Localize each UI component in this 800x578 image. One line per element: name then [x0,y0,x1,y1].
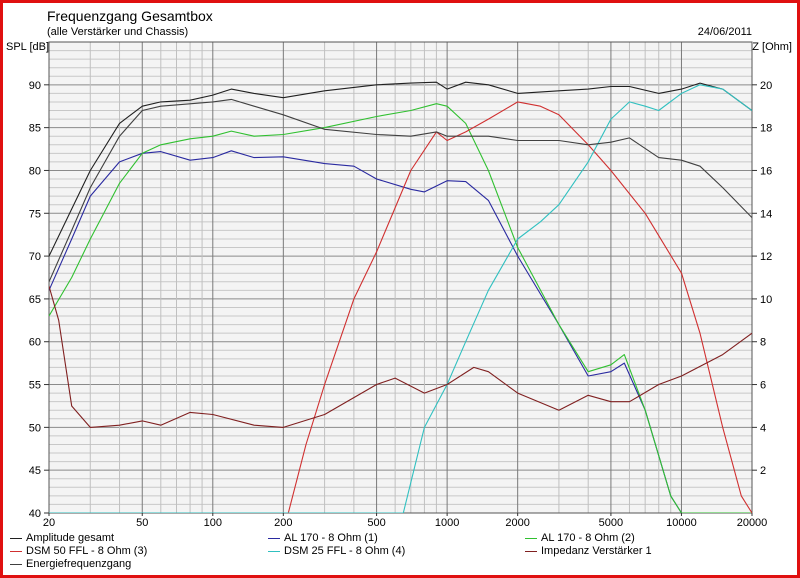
chart-subtitle: (alle Verstärker und Chassis) [47,26,189,38]
legend-swatch [268,537,280,539]
legend-label: Energiefrequenzgang [26,558,132,570]
x-tick-label: 500 [367,517,385,529]
legend-item: DSM 50 FFL - 8 Ohm (3) [10,545,147,557]
x-tick-label: 2000 [505,517,529,529]
y2-tick-label: 10 [760,294,772,306]
y-tick-label: 55 [29,380,41,392]
y2-tick-label: 18 [760,123,772,135]
y-tick-label: 90 [29,80,41,92]
y-tick-label: 75 [29,208,41,220]
legend-item: Amplitude gesamt [10,532,114,544]
legend-label: Amplitude gesamt [26,532,115,544]
series-line-dsm-25-ffl-8-ohm-4- [49,84,752,513]
legend-item: Impedanz Verstärker 1 [525,545,652,557]
legend-label: Impedanz Verstärker 1 [541,545,652,557]
x-tick-label: 10000 [666,517,697,529]
legend-item: DSM 25 FFL - 8 Ohm (4) [268,545,405,557]
legend-label: AL 170 - 8 Ohm (1) [284,532,378,544]
series-line-impedanz-verst-rker-1 [49,285,752,428]
legend-swatch [10,550,22,552]
x-tick-label: 20 [43,517,55,529]
y-tick-label: 80 [29,165,41,177]
series-line-dsm-50-ffl-8-ohm-3- [49,101,752,513]
series-line-al-170-8-ohm-2- [49,103,752,513]
x-tick-label: 100 [204,517,222,529]
y2-tick-label: 4 [760,422,766,434]
x-tick-label: 50 [136,517,148,529]
chart-title: Frequenzgang Gesamtbox [47,8,213,24]
y-tick-label: 65 [29,294,41,306]
legend-swatch [10,537,22,539]
chart-date: 24/06/2011 [697,26,752,38]
legend-label: AL 170 - 8 Ohm (2) [541,532,635,544]
series-line-amplitude-gesamt [49,81,752,257]
y2-tick-label: 14 [760,208,772,220]
legend-label: DSM 50 FFL - 8 Ohm (3) [26,545,148,557]
x-tick-label: 200 [274,517,292,529]
legend-item: AL 170 - 8 Ohm (1) [268,532,378,544]
y2-tick-label: 2 [760,465,766,477]
y2-tick-label: 8 [760,337,766,349]
legend-item: Energiefrequenzgang [10,558,131,570]
plot-background [49,42,752,513]
y2-tick-label: 20 [760,80,772,92]
y-tick-label: 60 [29,337,41,349]
y2-tick-label: 12 [760,251,772,263]
legend-swatch [10,563,22,565]
y-tick-label: 40 [29,508,41,520]
y-tick-label: 85 [29,123,41,135]
legend-swatch [268,550,280,552]
y-tick-label: 45 [29,465,41,477]
legend-swatch [525,550,537,552]
y-axis-label: SPL [dB] [6,41,50,53]
y-tick-label: 70 [29,251,41,263]
series-line-energiefrequenzgang [49,98,752,283]
x-tick-label: 20000 [737,517,768,529]
series-line-al-170-8-ohm-1- [49,150,752,513]
y-tick-label: 50 [29,422,41,434]
y2-tick-label: 6 [760,380,766,392]
legend-label: DSM 25 FFL - 8 Ohm (4) [284,545,406,557]
y2-tick-label: 16 [760,165,772,177]
x-tick-label: 5000 [599,517,623,529]
legend-swatch [525,537,537,539]
y2-axis-label: Z [Ohm] [752,41,792,53]
x-tick-label: 1000 [435,517,459,529]
legend-item: AL 170 - 8 Ohm (2) [525,532,635,544]
